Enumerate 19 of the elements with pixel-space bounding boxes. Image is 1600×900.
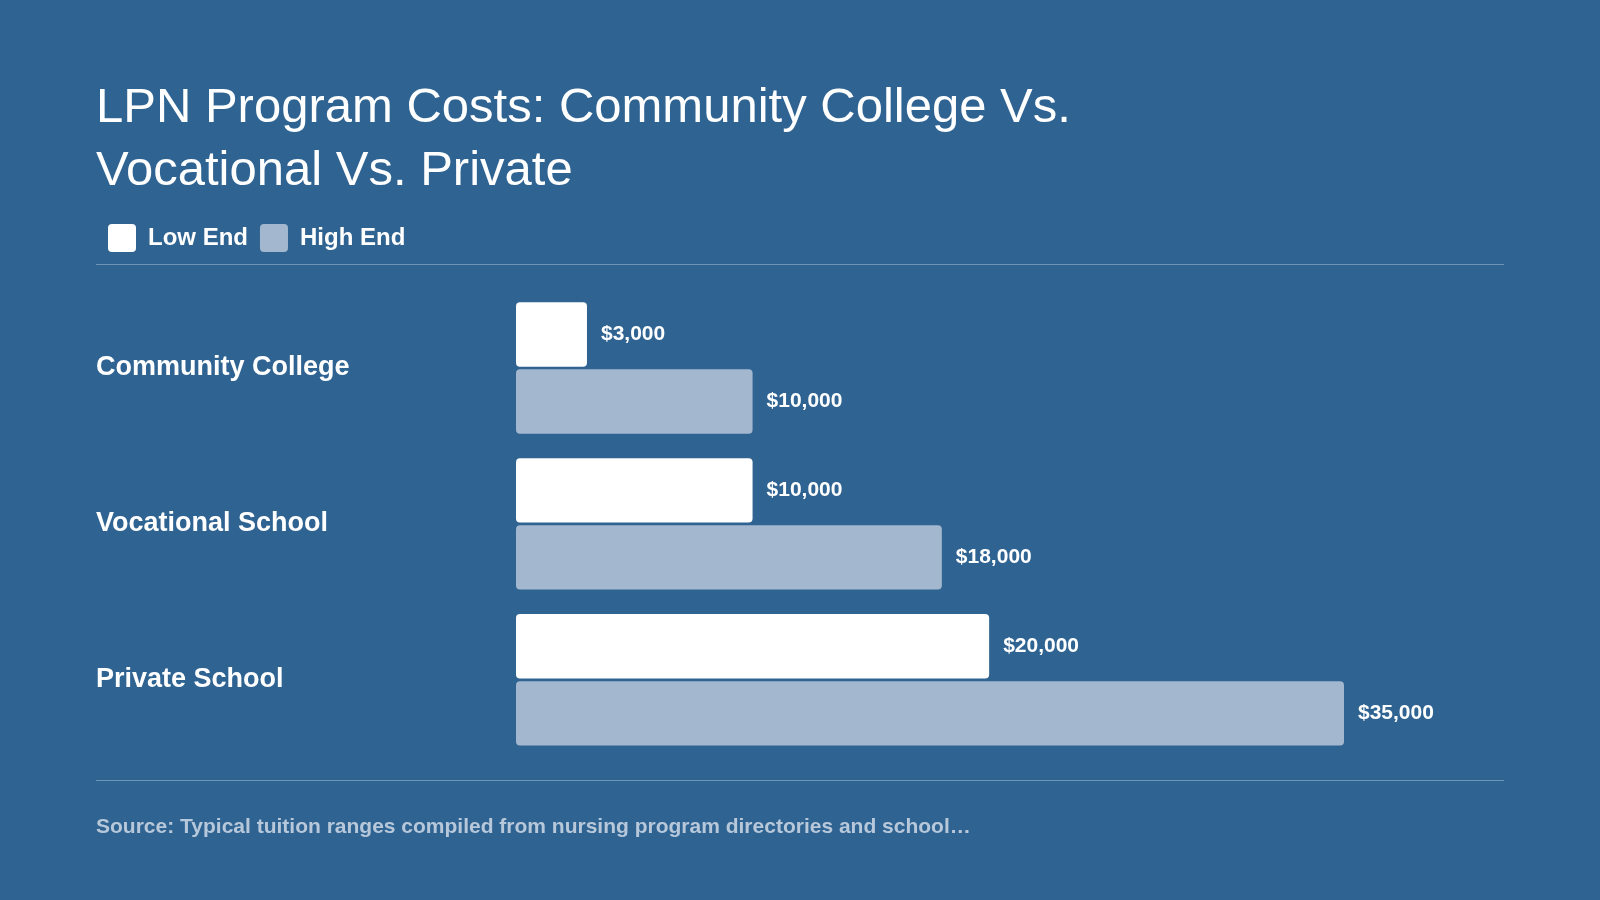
y-tick-label: Private School [96,663,284,694]
bar [516,302,587,367]
bar [516,681,1344,746]
bar [516,525,942,590]
y-tick-label: Vocational School [96,507,329,538]
legend-label: High End [299,222,406,250]
source-note: Source: Typical tuition ranges compiled from nursing program directories and school… [96,814,971,838]
data-label: $3,000 [600,321,666,345]
bar [516,614,990,679]
data-label: $20,000 [1003,633,1080,657]
data-label: $10,000 [766,477,843,501]
bar [516,369,753,434]
y-tick-label: Community College [96,351,350,382]
legend-label: Low End [148,222,248,250]
data-label: $10,000 [766,388,843,412]
data-label: $35,000 [1358,700,1434,724]
chart-title: LPN Program Costs: Community College Vs. Vocational Vs. Private [96,77,1072,197]
data-label: $18,000 [955,544,1032,568]
bar [516,458,753,523]
